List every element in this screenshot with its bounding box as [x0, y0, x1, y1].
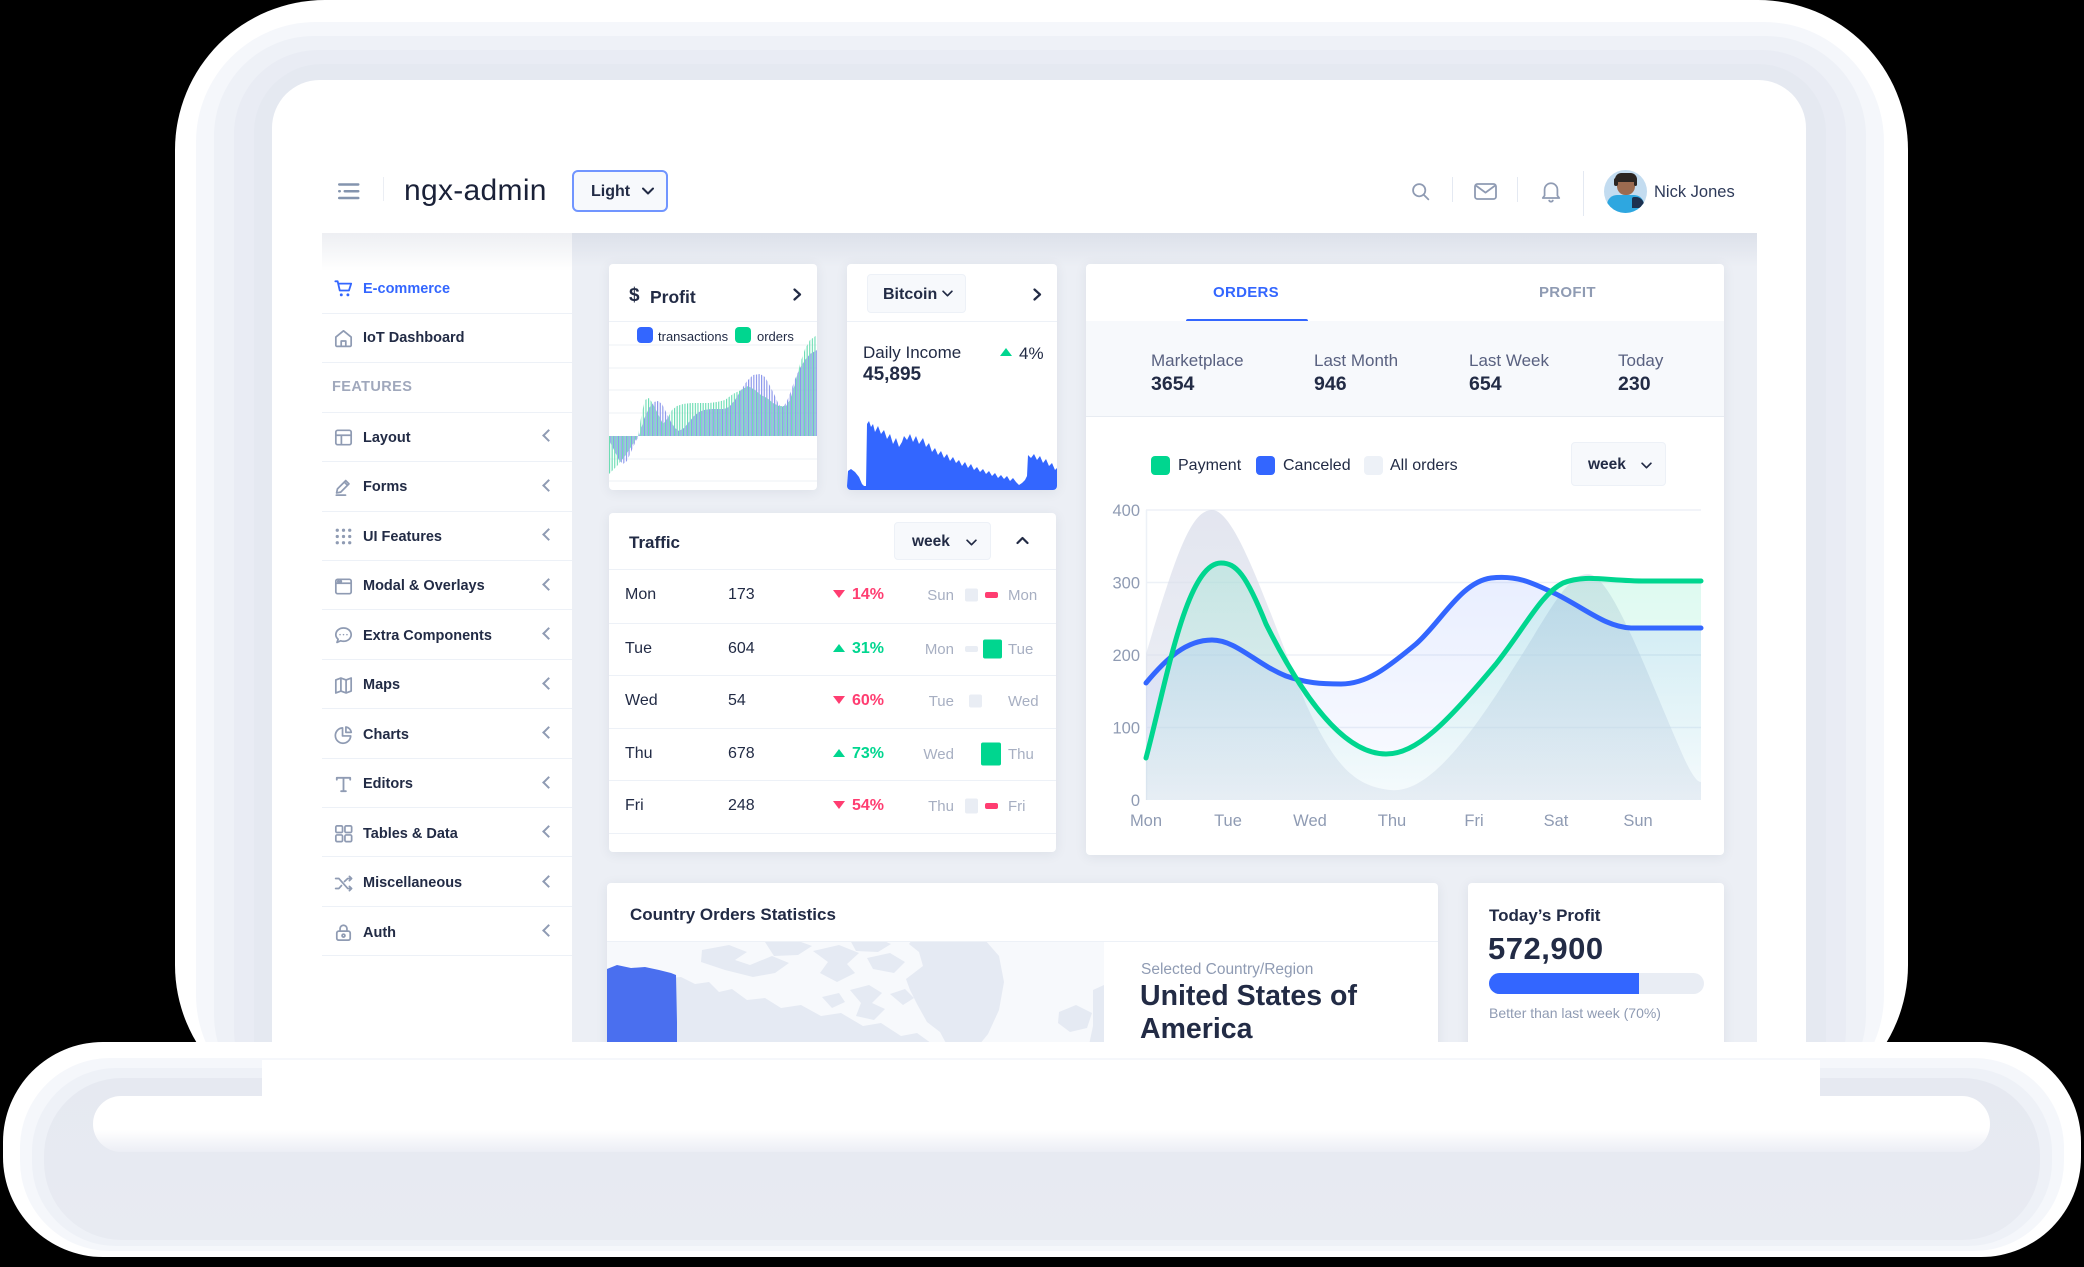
- svg-text:Mon: Mon: [1130, 812, 1162, 830]
- svg-text:Sat: Sat: [1544, 812, 1569, 830]
- svg-text:0: 0: [1131, 792, 1140, 810]
- svg-text:300: 300: [1112, 575, 1140, 593]
- svg-text:400: 400: [1112, 502, 1140, 520]
- svg-text:Fri: Fri: [1464, 812, 1483, 830]
- svg-text:100: 100: [1112, 720, 1140, 738]
- svg-text:200: 200: [1112, 647, 1140, 665]
- svg-text:Sun: Sun: [1623, 812, 1652, 830]
- svg-text:Tue: Tue: [1214, 812, 1242, 830]
- svg-text:Wed: Wed: [1293, 812, 1327, 830]
- svg-text:Thu: Thu: [1378, 812, 1406, 830]
